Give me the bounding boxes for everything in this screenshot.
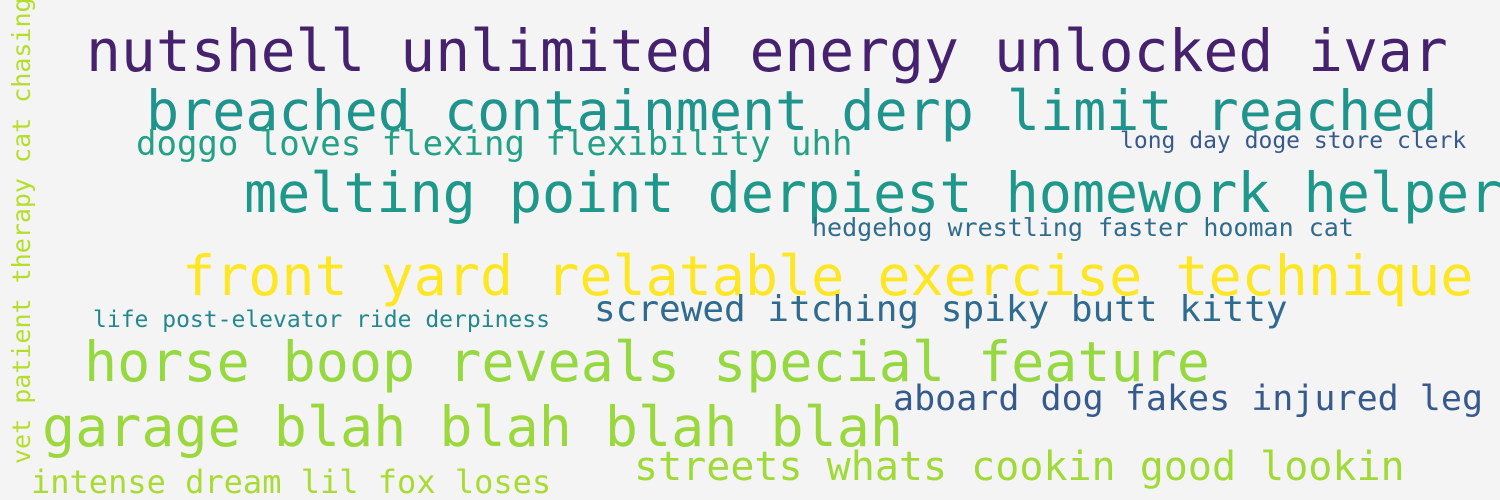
word-phrase: screwed itching spiky butt kitty (594, 289, 1288, 330)
word-phrase: front yard relatable exercise technique (182, 244, 1474, 308)
word-phrase: aboard dog fakes injured leg (893, 379, 1484, 419)
word-phrase: nutshell unlimited energy unlocked ivar (86, 17, 1448, 85)
word-phrase: horse boop reveals special feature (84, 330, 1210, 394)
word-phrase: breached containment derp limit reached (146, 79, 1438, 143)
word-phrase: long day doge store clerk (1120, 128, 1467, 154)
word-phrase: garage blah blah blah blah (42, 395, 903, 459)
word-phrase: life post-elevator ride derpiness (93, 307, 550, 333)
word-phrase-vertical: vet patient therapy cat chasing (7, 0, 36, 464)
word-phrase: melting point derpiest homework helper (244, 161, 1500, 225)
word-phrase: streets whats cookin good lookin (634, 444, 1405, 490)
word-phrase: doggo loves flexing flexibility uhh (136, 124, 853, 164)
word-phrase: intense dream lil fox loses (31, 463, 552, 500)
word-phrase: hedgehog wrestling faster hooman cat (812, 213, 1354, 242)
